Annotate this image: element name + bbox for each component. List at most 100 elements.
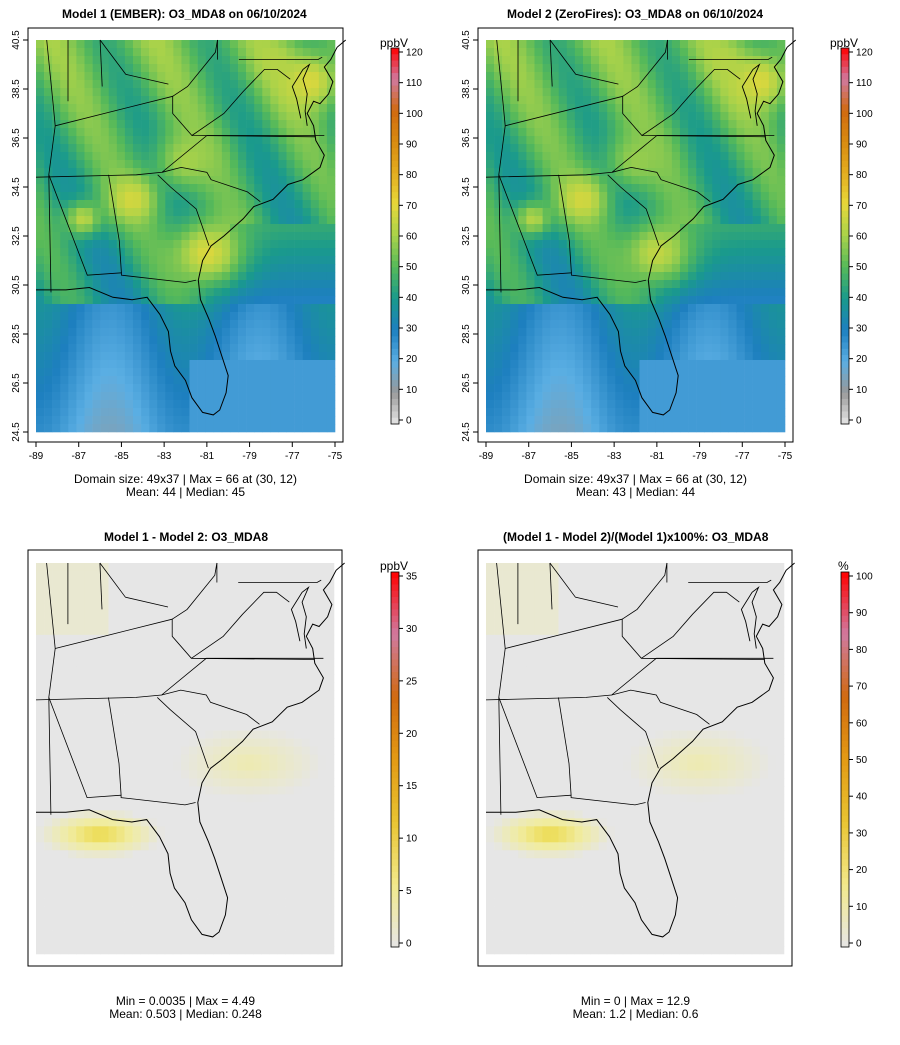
grid-cell (736, 144, 745, 153)
grid-cell (639, 304, 648, 313)
grid-cell (60, 272, 69, 281)
grid-cell (213, 714, 222, 723)
grid-cell (68, 104, 77, 113)
grid-cell (566, 152, 576, 161)
grid-cell (302, 184, 312, 193)
grid-cell (68, 642, 77, 652)
grid-cell (526, 336, 535, 345)
grid-cell (181, 152, 190, 161)
grid-cell (325, 586, 335, 596)
grid-cell (542, 264, 551, 273)
grid-cell (309, 610, 319, 620)
grid-cell (760, 256, 770, 265)
grid-cell (534, 112, 543, 121)
grid-cell (704, 240, 713, 249)
grid-cell (76, 634, 85, 644)
grid-cell (607, 232, 616, 241)
grid-cell (582, 256, 592, 265)
grid-cell (696, 376, 705, 385)
grid-cell (631, 256, 640, 265)
grid-cell (647, 344, 656, 353)
grid-cell (502, 272, 511, 281)
grid-cell (92, 336, 101, 345)
grid-cell (84, 730, 93, 739)
grid-cell (534, 168, 543, 177)
grid-cell (566, 256, 576, 265)
grid-cell (510, 416, 519, 425)
grid-cell (116, 392, 126, 401)
grid-cell (631, 360, 640, 369)
grid-cell (574, 240, 584, 249)
grid-cell (84, 666, 93, 676)
grid-cell (558, 248, 568, 257)
grid-cell (156, 658, 166, 668)
grid-cell (623, 152, 632, 161)
grid-cell (326, 72, 336, 81)
lat-tick-label: 32.5 (11, 226, 22, 246)
grid-cell (615, 392, 624, 401)
grid-cell (696, 288, 705, 297)
grid-cell (100, 256, 110, 265)
grid-cell (189, 160, 198, 169)
grid-cell (325, 754, 335, 763)
grid-cell (44, 208, 53, 217)
grid-cell (310, 192, 320, 201)
grid-cell (655, 136, 665, 145)
grid-cell (278, 96, 287, 105)
grid-cell (623, 368, 632, 377)
grid-cell (221, 786, 230, 795)
grid-cell (285, 610, 295, 620)
grid-cell (148, 746, 158, 755)
grid-cell (189, 40, 198, 49)
grid-cell (317, 602, 327, 612)
grid-cell (712, 424, 721, 433)
grid-cell (704, 216, 713, 225)
grid-cell (189, 634, 198, 644)
grid-cell (253, 762, 262, 771)
grid-cell (149, 48, 158, 57)
grid-cell (615, 272, 624, 281)
grid-cell (44, 802, 53, 811)
grid-cell (245, 818, 254, 827)
grid-cell (752, 232, 762, 241)
grid-cell (60, 344, 69, 353)
grid-cell (60, 666, 69, 676)
grid-cell (44, 200, 53, 209)
grid-cell (582, 184, 592, 193)
grid-cell (213, 674, 222, 683)
grid-cell (164, 690, 174, 699)
grid-cell (132, 714, 141, 723)
grid-cell (631, 248, 640, 257)
grid-cell (172, 746, 182, 755)
grid-cell (44, 658, 53, 668)
grid-cell (181, 336, 190, 345)
grid-cell (655, 304, 665, 313)
grid-cell (285, 690, 295, 699)
grid-cell (318, 64, 328, 73)
grid-cell (278, 272, 287, 281)
grid-cell (574, 280, 584, 289)
grid-cell (253, 698, 262, 707)
grid-cell (270, 392, 279, 401)
grid-cell (197, 416, 206, 425)
grid-cell (286, 48, 295, 57)
grid-cell (752, 368, 762, 377)
grid-cell (189, 602, 198, 612)
grid-cell (254, 256, 263, 265)
grid-cell (776, 64, 786, 73)
grid-cell (238, 64, 247, 73)
grid-cell (278, 120, 287, 129)
grid-cell (744, 40, 753, 49)
grid-cell (631, 400, 640, 409)
grid-cell (92, 200, 101, 209)
grid-cell (237, 563, 246, 572)
grid-cell (688, 200, 697, 209)
grid-cell (246, 360, 255, 369)
grid-cell (36, 714, 45, 723)
colorbar-tick-label: 60 (406, 232, 418, 243)
grid-cell (165, 248, 174, 257)
grid-cell (246, 336, 255, 345)
grid-cell (164, 610, 174, 620)
grid-cell (301, 714, 311, 723)
grid-cell (534, 392, 543, 401)
